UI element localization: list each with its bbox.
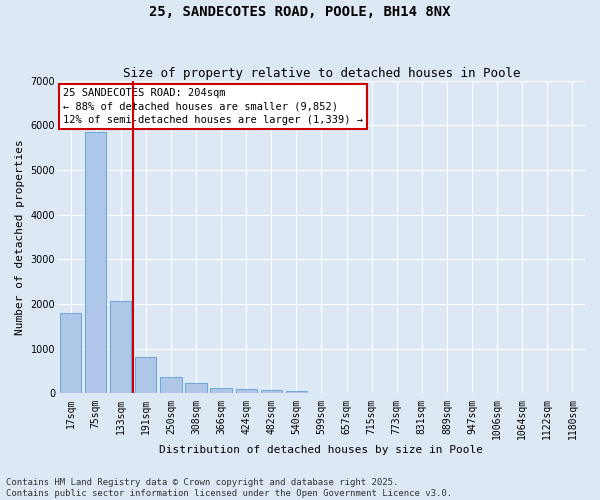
Bar xyxy=(236,390,257,394)
Bar xyxy=(160,377,182,394)
Bar xyxy=(286,391,307,394)
Title: Size of property relative to detached houses in Poole: Size of property relative to detached ho… xyxy=(123,66,520,80)
Bar xyxy=(185,383,206,394)
Y-axis label: Number of detached properties: Number of detached properties xyxy=(15,139,25,335)
Bar xyxy=(211,388,232,394)
Text: 25, SANDECOTES ROAD, POOLE, BH14 8NX: 25, SANDECOTES ROAD, POOLE, BH14 8NX xyxy=(149,5,451,19)
Bar xyxy=(60,313,81,394)
X-axis label: Distribution of detached houses by size in Poole: Distribution of detached houses by size … xyxy=(160,445,484,455)
Bar xyxy=(85,132,106,394)
Text: 25 SANDECOTES ROAD: 204sqm
← 88% of detached houses are smaller (9,852)
12% of s: 25 SANDECOTES ROAD: 204sqm ← 88% of deta… xyxy=(63,88,363,125)
Bar xyxy=(260,390,282,394)
Text: Contains HM Land Registry data © Crown copyright and database right 2025.
Contai: Contains HM Land Registry data © Crown c… xyxy=(6,478,452,498)
Bar xyxy=(110,300,131,394)
Bar xyxy=(135,357,157,394)
